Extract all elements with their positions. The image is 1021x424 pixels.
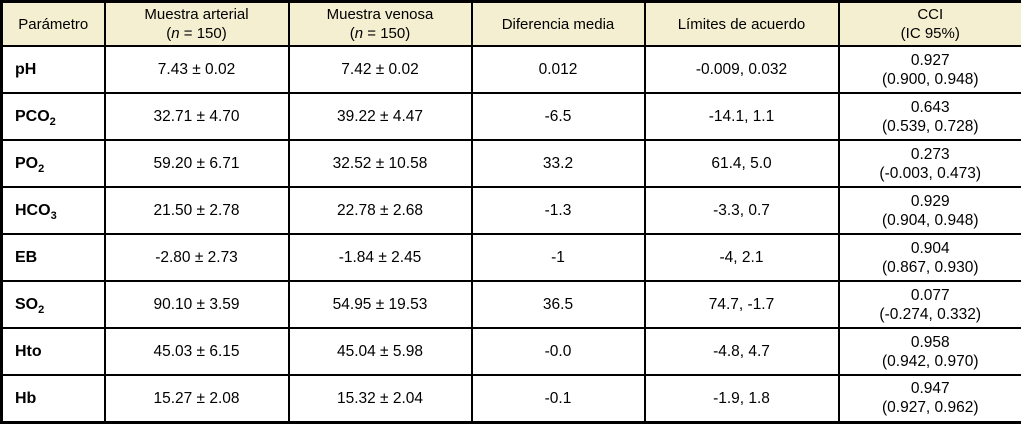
header-label: Parámetro [18,16,88,33]
venous-cell: 39.22 ± 4.47 [289,93,472,140]
col-header-parametro: Parámetro [2,2,105,47]
mean-diff-cell: -6.5 [472,93,645,140]
arterial-cell: 32.71 ± 4.70 [105,93,289,140]
header-label: (IC 95%) [846,24,1016,43]
mean-diff-cell: -0.0 [472,328,645,375]
mean-diff-cell: 33.2 [472,140,645,187]
col-header-muestra-venosa: Muestra venosa (n = 150) [289,2,472,47]
cci-cell: 0.643(0.539, 0.728) [839,93,1021,140]
limits-cell: -1.9, 1.8 [645,375,839,422]
arterial-cell: 90.10 ± 3.59 [105,281,289,328]
venous-cell: 45.04 ± 5.98 [289,328,472,375]
venous-cell: 15.32 ± 2.04 [289,375,472,422]
param-cell: Hto [2,328,105,375]
cci-cell: 0.927(0.900, 0.948) [839,46,1021,93]
col-header-diferencia-media: Diferencia media [472,2,645,47]
header-label: Límites de acuerdo [678,16,806,33]
cci-cell: 0.904(0.867, 0.930) [839,234,1021,281]
col-header-muestra-arterial: Muestra arterial (n = 150) [105,2,289,47]
arterial-cell: 15.27 ± 2.08 [105,375,289,422]
col-header-cci: CCI (IC 95%) [839,2,1021,47]
mean-diff-cell: -1.3 [472,187,645,234]
col-header-limites-acuerdo: Límites de acuerdo [645,2,839,47]
table-row-hto: Hto 45.03 ± 6.15 45.04 ± 5.98 -0.0 -4.8,… [2,328,1021,375]
limits-cell: -4.8, 4.7 [645,328,839,375]
header-sample-size: (n = 150) [296,24,465,43]
header-row: Parámetro Muestra arterial (n = 150) Mue… [2,2,1021,47]
param-cell: EB [2,234,105,281]
arterial-cell: 21.50 ± 2.78 [105,187,289,234]
cci-cell: 0.077(-0.274, 0.332) [839,281,1021,328]
header-label: Muestra venosa [296,5,465,24]
table-row-hco3: HCO3 21.50 ± 2.78 22.78 ± 2.68 -1.3 -3.3… [2,187,1021,234]
param-cell: PO2 [2,140,105,187]
header-sample-size: (n = 150) [112,24,282,43]
table-row-pco2: PCO2 32.71 ± 4.70 39.22 ± 4.47 -6.5 -14.… [2,93,1021,140]
header-label: Diferencia media [502,16,615,33]
limits-cell: 61.4, 5.0 [645,140,839,187]
cci-cell: 0.929(0.904, 0.948) [839,187,1021,234]
mean-diff-cell: -1 [472,234,645,281]
venous-cell: 54.95 ± 19.53 [289,281,472,328]
arterial-cell: 7.43 ± 0.02 [105,46,289,93]
venous-cell: 7.42 ± 0.02 [289,46,472,93]
param-cell: PCO2 [2,93,105,140]
cci-cell: 0.958(0.942, 0.970) [839,328,1021,375]
table-row-so2: SO2 90.10 ± 3.59 54.95 ± 19.53 36.5 74.7… [2,281,1021,328]
param-cell: SO2 [2,281,105,328]
mean-diff-cell: -0.1 [472,375,645,422]
table-row-ph: pH 7.43 ± 0.02 7.42 ± 0.02 0.012 -0.009,… [2,46,1021,93]
table-row-eb: EB -2.80 ± 2.73 -1.84 ± 2.45 -1 -4, 2.1 … [2,234,1021,281]
venous-cell: -1.84 ± 2.45 [289,234,472,281]
mean-diff-cell: 0.012 [472,46,645,93]
limits-cell: -14.1, 1.1 [645,93,839,140]
venous-cell: 32.52 ± 10.58 [289,140,472,187]
cci-cell: 0.273(-0.003, 0.473) [839,140,1021,187]
table-row-po2: PO2 59.20 ± 6.71 32.52 ± 10.58 33.2 61.4… [2,140,1021,187]
limits-cell: -0.009, 0.032 [645,46,839,93]
mean-diff-cell: 36.5 [472,281,645,328]
limits-cell: 74.7, -1.7 [645,281,839,328]
venous-cell: 22.78 ± 2.68 [289,187,472,234]
param-cell: pH [2,46,105,93]
table-row-hb: Hb 15.27 ± 2.08 15.32 ± 2.04 -0.1 -1.9, … [2,375,1021,422]
cci-cell: 0.947(0.927, 0.962) [839,375,1021,422]
header-label: CCI [846,5,1016,24]
param-cell: Hb [2,375,105,422]
arterial-cell: 45.03 ± 6.15 [105,328,289,375]
arterial-cell: 59.20 ± 6.71 [105,140,289,187]
limits-cell: -3.3, 0.7 [645,187,839,234]
arterial-cell: -2.80 ± 2.73 [105,234,289,281]
header-label: Muestra arterial [112,5,282,24]
limits-cell: -4, 2.1 [645,234,839,281]
param-cell: HCO3 [2,187,105,234]
